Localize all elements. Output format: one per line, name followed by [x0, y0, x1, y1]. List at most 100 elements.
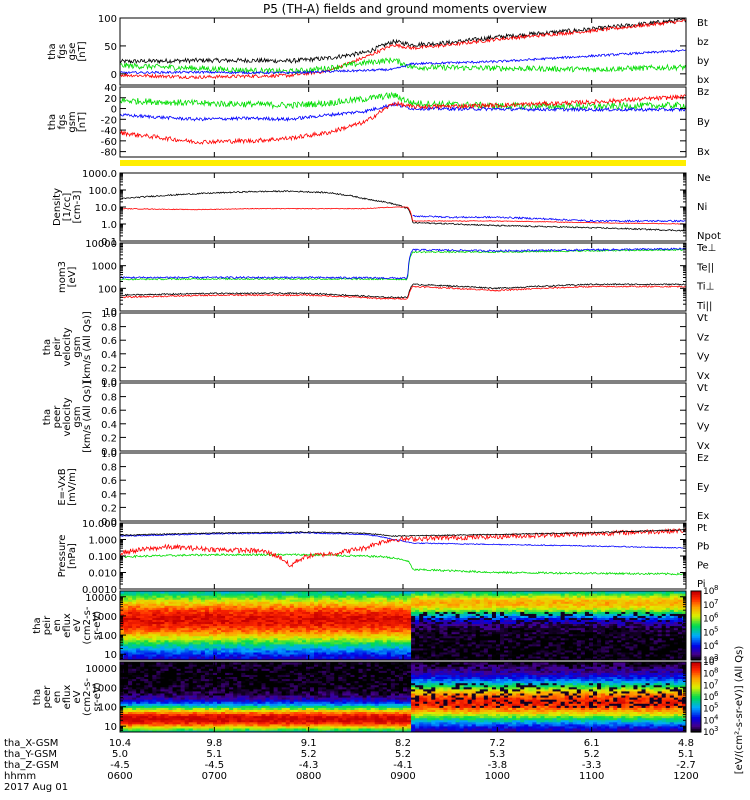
heatmap-cell — [350, 629, 356, 633]
heatmap-cell — [524, 599, 529, 602]
legend-entry: Vt — [697, 313, 708, 324]
heatmap-cell — [208, 595, 214, 598]
heatmap-cell — [366, 609, 372, 612]
heatmap-cell — [508, 657, 513, 660]
heatmap-cell — [184, 635, 190, 639]
heatmap-cell — [520, 591, 525, 594]
heatmap-cell — [439, 641, 445, 645]
heatmap-cell — [483, 655, 489, 659]
heatmap-cell — [160, 619, 166, 623]
heatmap-cell — [350, 623, 356, 627]
heatmap-cell — [597, 613, 602, 616]
heatmap-cell — [196, 635, 202, 639]
heatmap-cell — [261, 615, 267, 618]
heatmap-cell — [572, 655, 578, 659]
heatmap-cell — [140, 633, 145, 637]
heatmap-cell — [576, 629, 582, 633]
heatmap-cell — [208, 653, 214, 657]
heatmap-cell — [471, 617, 477, 621]
heatmap-cell — [164, 613, 170, 616]
heatmap-cell — [212, 617, 218, 621]
heatmap-cell — [322, 611, 327, 614]
heatmap-cell — [423, 621, 428, 625]
heatmap-cell — [605, 621, 610, 625]
heatmap-cell — [536, 603, 542, 606]
heatmap-cell — [447, 617, 453, 621]
heatmap-cell — [370, 651, 376, 655]
heatmap-cell — [447, 597, 453, 600]
heatmap-cell — [617, 637, 622, 641]
heatmap-cell — [609, 609, 614, 612]
heatmap-cell — [536, 611, 542, 614]
heatmap-cell — [588, 649, 594, 653]
y-tick-label: 1.0 — [101, 220, 117, 231]
heatmap-cell — [124, 625, 129, 629]
heatmap-cell — [491, 621, 497, 625]
heatmap-cell — [301, 599, 307, 602]
heatmap-cell — [597, 597, 602, 600]
heatmap-cell — [495, 629, 501, 633]
heatmap-cell — [411, 593, 416, 596]
heatmap-cell — [378, 625, 384, 629]
heatmap-cell — [459, 639, 465, 643]
legend-entry: Ti⊥ — [696, 282, 714, 293]
heatmap-cell — [164, 593, 170, 596]
heatmap-cell — [398, 641, 404, 645]
heatmap-cell — [241, 619, 246, 623]
heatmap-cell — [261, 607, 267, 610]
y-tick-label: 0.2 — [101, 363, 117, 374]
heatmap-cell — [540, 591, 546, 594]
heatmap-cell — [160, 623, 166, 627]
heatmap-cell — [301, 655, 307, 659]
heatmap-cell — [637, 625, 643, 629]
heatmap-cell — [196, 621, 202, 625]
heatmap-cell — [293, 647, 299, 651]
heatmap-cell — [407, 631, 412, 635]
heatmap-cell — [265, 633, 271, 637]
heatmap-cell — [140, 597, 145, 600]
heatmap-cell — [407, 649, 412, 653]
heatmap-cell — [120, 611, 125, 614]
heatmap-cell — [237, 625, 242, 629]
heatmap-cell — [576, 623, 582, 627]
heatmap-cell — [593, 621, 598, 625]
heatmap-cell — [136, 651, 141, 655]
heatmap-cell — [273, 603, 279, 606]
heatmap-cell — [580, 655, 586, 659]
heatmap-cell — [451, 657, 457, 660]
heatmap-cell — [431, 625, 436, 629]
heatmap-cell — [370, 601, 376, 604]
heatmap-cell — [289, 645, 295, 649]
heatmap-cell — [467, 623, 473, 627]
heatmap-cell — [362, 599, 368, 602]
heatmap-cell — [403, 647, 408, 651]
heatmap-cell — [221, 599, 226, 602]
heatmap-cell — [625, 647, 630, 651]
heatmap-cell — [160, 595, 166, 598]
heatmap-cell — [245, 603, 250, 606]
heatmap-cell — [556, 613, 562, 616]
heatmap-cell — [128, 651, 133, 655]
heatmap-cell — [305, 631, 311, 635]
heatmap-cell — [649, 651, 655, 655]
heatmap-cell — [168, 603, 174, 606]
heatmap-cell — [572, 629, 578, 633]
heatmap-cell — [645, 605, 651, 608]
heatmap-cell — [451, 617, 457, 621]
heatmap-cell — [394, 623, 400, 627]
heatmap-cell — [281, 657, 287, 660]
heatmap-cell — [540, 595, 546, 598]
heatmap-cell — [152, 629, 157, 633]
heatmap-cell — [415, 599, 420, 602]
heatmap-cell — [588, 609, 594, 612]
heatmap-cell — [144, 611, 149, 614]
heatmap-cell — [447, 595, 453, 598]
heatmap-cell — [580, 653, 586, 657]
heatmap-cell — [532, 645, 538, 649]
heatmap-cell — [338, 597, 343, 600]
heatmap-cell — [358, 645, 364, 649]
heatmap-cell — [124, 627, 129, 631]
heatmap-cell — [423, 601, 428, 604]
heatmap-cell — [560, 621, 566, 625]
heatmap-cell — [629, 633, 635, 637]
